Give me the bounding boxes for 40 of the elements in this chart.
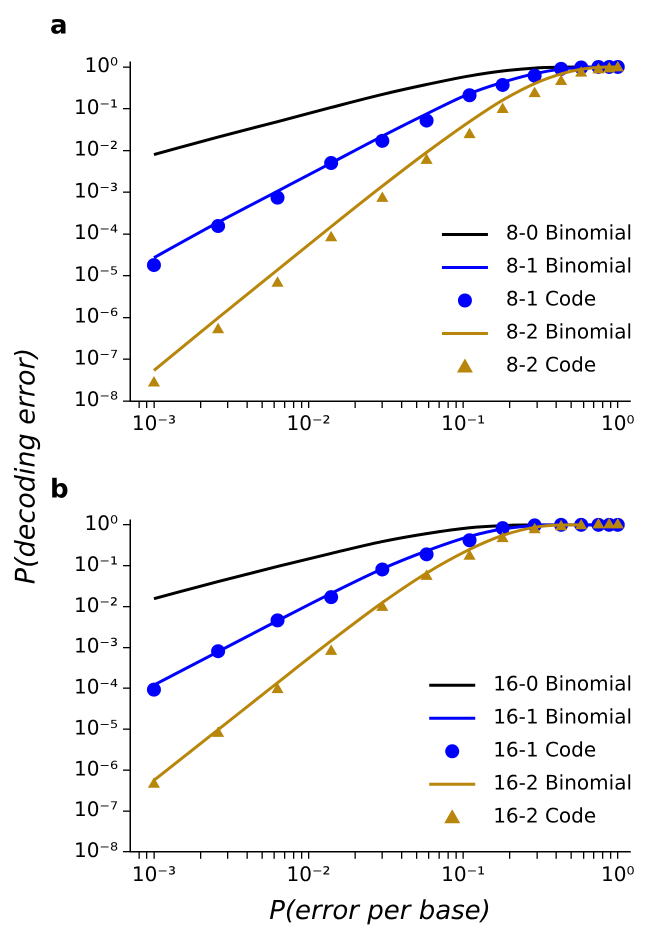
legend-label: 16-2 Binomial — [493, 770, 632, 795]
legend-label: 16-1 Code — [493, 738, 596, 762]
x-tick-label: 10⁻³ — [132, 411, 176, 436]
x-tick-label: 10⁻² — [286, 411, 331, 436]
legend-label: 8-2 Binomial — [506, 320, 632, 344]
legend-label: 16-0 Binomial — [493, 672, 632, 696]
y-tick-label: 10⁰ — [84, 53, 118, 78]
y-tick-label: 10⁻³ — [74, 178, 118, 202]
y-axis-title: P(decoding error) — [10, 348, 42, 584]
y-tick-label: 10⁻⁴ — [74, 220, 118, 244]
y-tick-label: 10⁻⁷ — [74, 345, 118, 370]
y-tick-label: 10⁻² — [74, 592, 118, 617]
y-tick-label: 10⁻⁸ — [74, 387, 118, 412]
x-tick-label: 10⁰ — [601, 411, 634, 436]
y-tick-label: 10⁻⁴ — [74, 674, 118, 699]
y-tick-label: 10⁰ — [84, 511, 118, 536]
y-tick-label: 10⁻⁵ — [74, 715, 118, 740]
y-tick-label: 10⁻⁷ — [74, 797, 118, 822]
y-tick-label: 10⁻⁵ — [74, 262, 118, 286]
y-tick-label: 10⁻¹ — [74, 94, 118, 119]
x-tick-label: 10⁻¹ — [441, 411, 486, 436]
x-tick-label: 10⁰ — [601, 862, 634, 886]
chart-title: a — [50, 10, 68, 40]
legend-label: 8-0 Binomial — [506, 220, 632, 245]
legend-label: 8-1 Code — [506, 286, 596, 311]
legend-label: 16-1 Binomial — [493, 704, 632, 729]
x-tick-label: 10⁻¹ — [441, 862, 486, 886]
y-tick-label: 10⁻⁶ — [74, 304, 118, 328]
x-tick-label: 10⁻³ — [132, 862, 176, 886]
legend-label: 8-1 Binomial — [506, 254, 632, 278]
x-axis-title: P(error per base) — [269, 896, 491, 926]
legend-label: 8-2 Code — [506, 352, 596, 377]
chart-title: b — [50, 474, 69, 504]
y-tick-label: 10⁻³ — [74, 634, 118, 658]
legend-label: 16-2 Code — [493, 804, 596, 828]
x-tick-label: 10⁻² — [286, 862, 331, 886]
y-tick-label: 10⁻¹ — [74, 552, 118, 576]
y-tick-label: 10⁻⁶ — [74, 756, 118, 780]
y-tick-label: 10⁻² — [74, 136, 118, 161]
y-tick-label: 10⁻⁸ — [74, 838, 118, 862]
